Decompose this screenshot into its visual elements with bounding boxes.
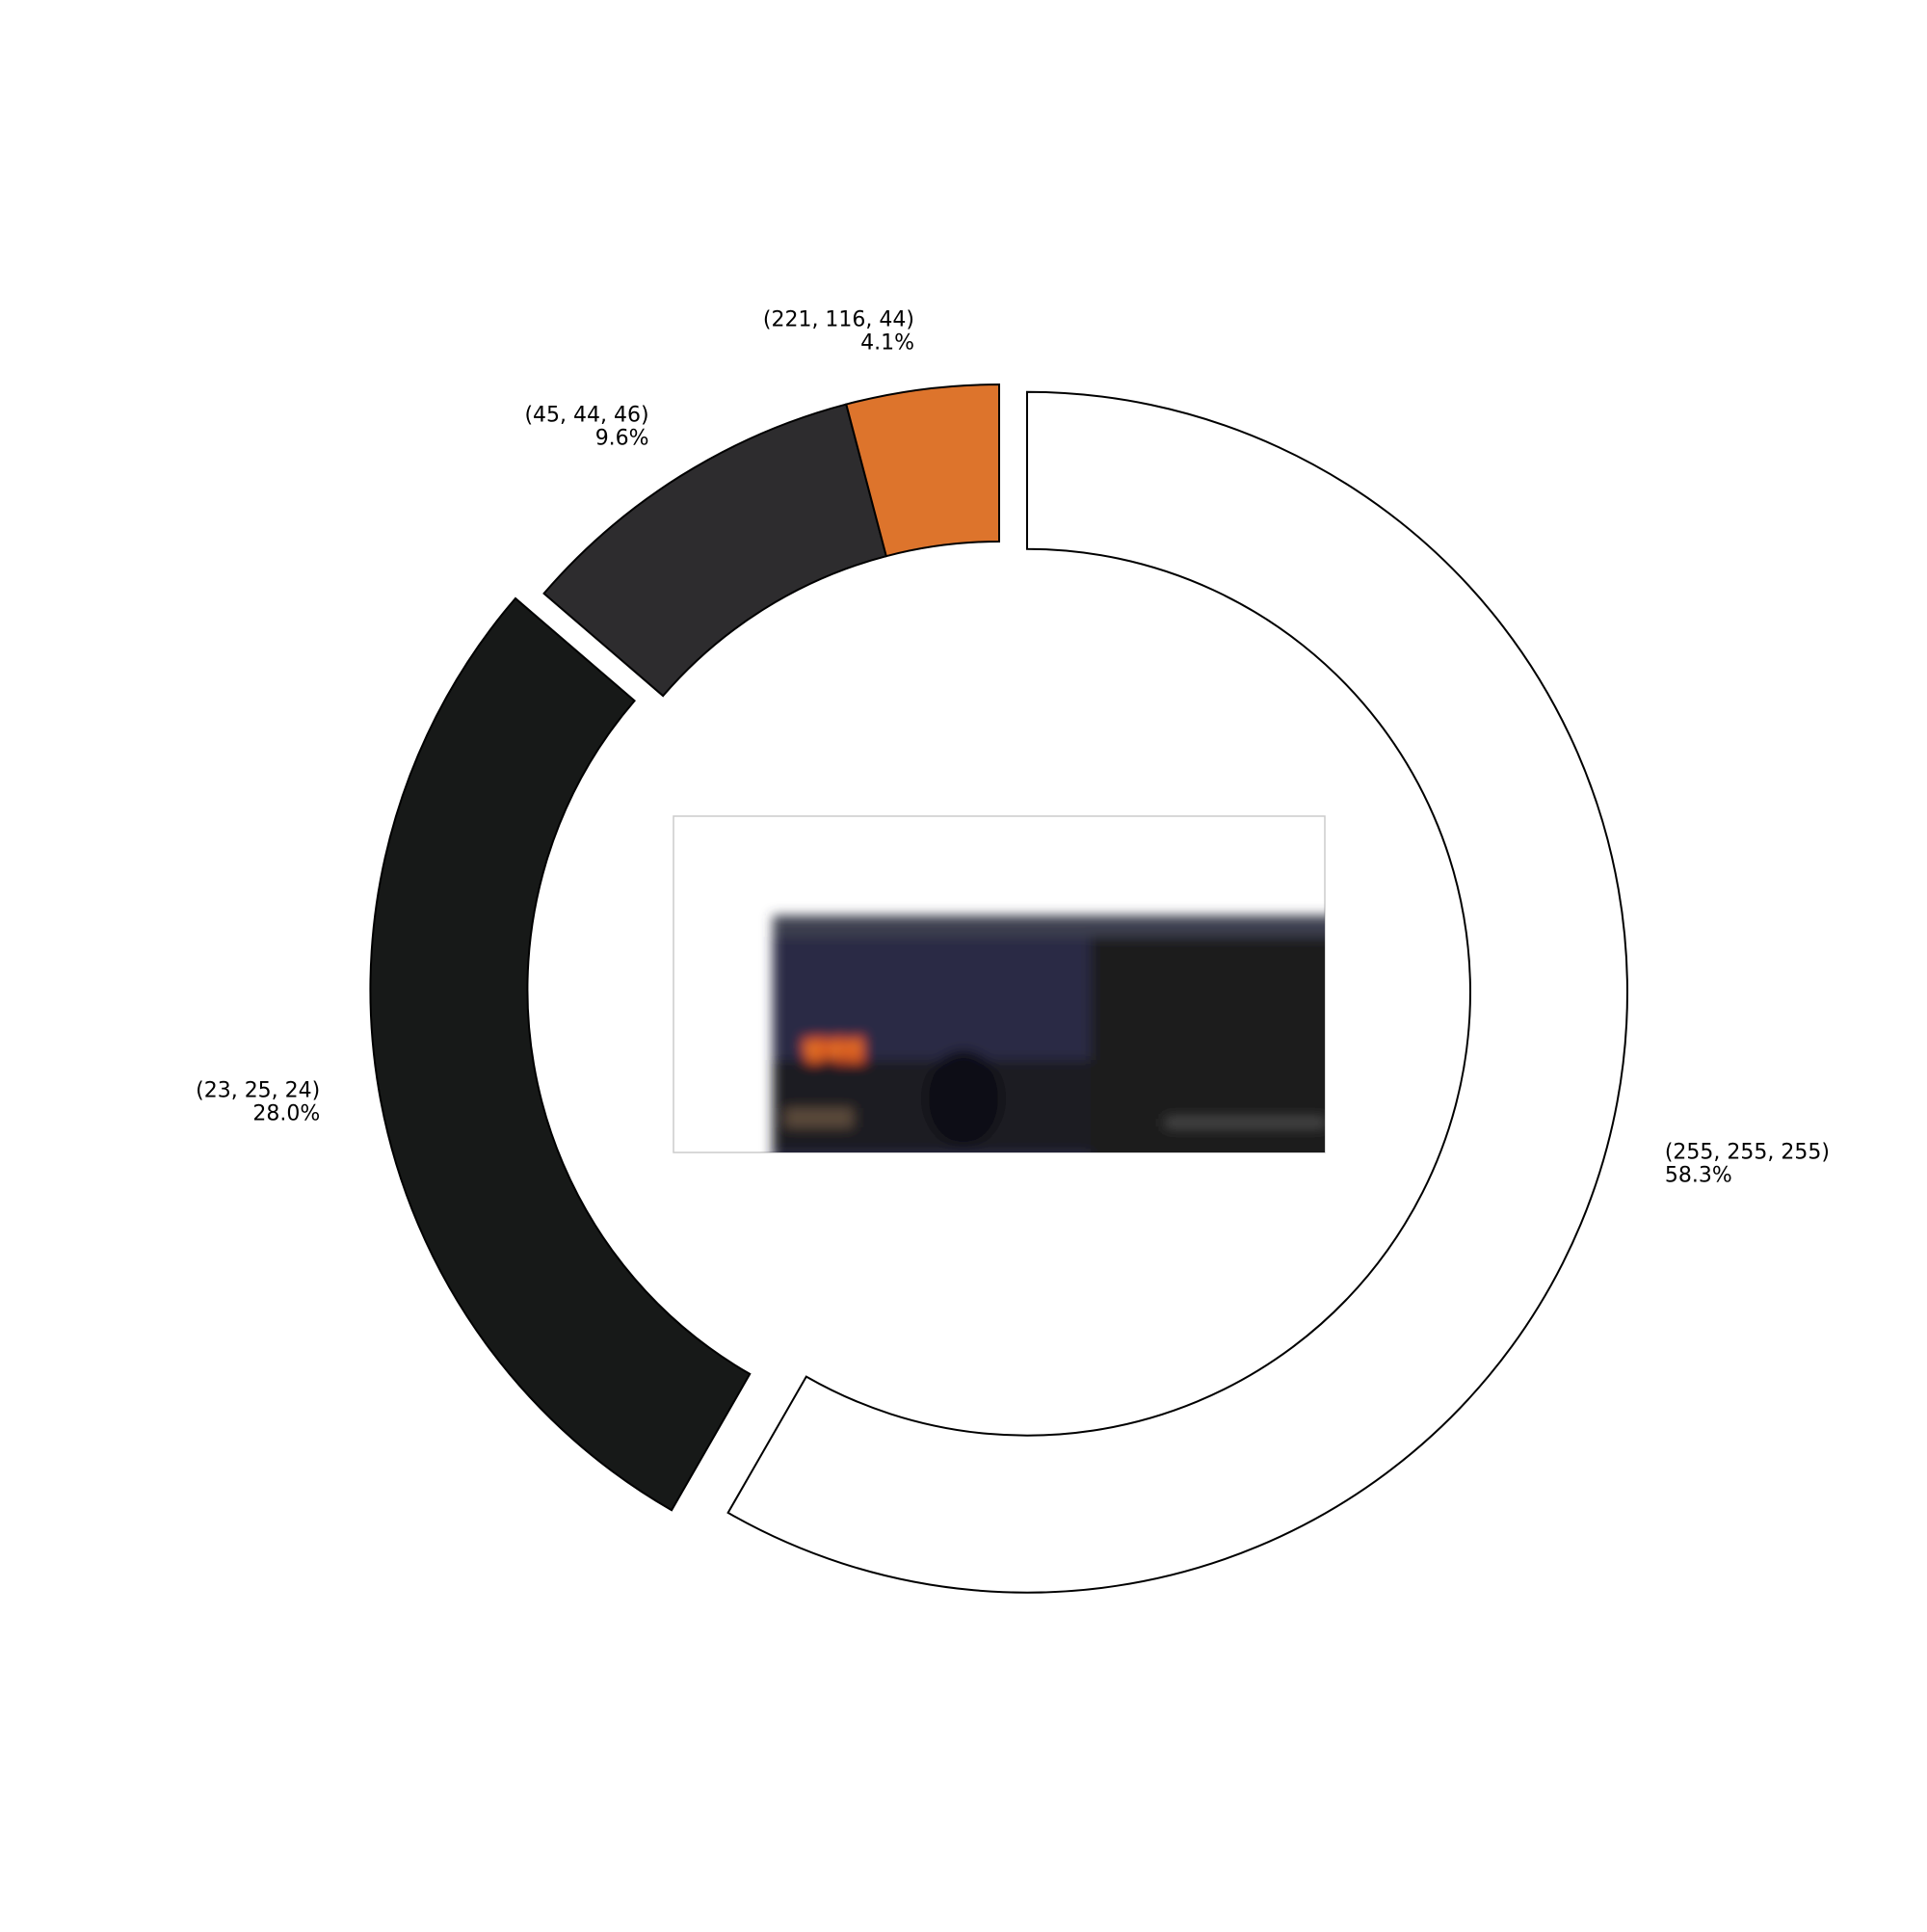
center-thumbnail-image: 방과전 bbox=[673, 815, 1326, 1153]
donut-slice-3 bbox=[845, 383, 1000, 558]
slice-label-1: (23, 25, 24) bbox=[196, 1079, 320, 1103]
slice-percent-2: 9.6% bbox=[595, 426, 649, 450]
slices-layer bbox=[369, 383, 1628, 1594]
slice-percent-0: 58.3% bbox=[1665, 1163, 1732, 1187]
slice-percent-3: 4.1% bbox=[860, 331, 914, 356]
slice-label-0: (255, 255, 255) bbox=[1665, 1140, 1830, 1164]
slice-percent-1: 28.0% bbox=[252, 1102, 320, 1126]
slice-label-2: (45, 44, 46) bbox=[524, 403, 648, 427]
slice-label-3: (221, 116, 44) bbox=[763, 308, 914, 332]
labels-layer: (255, 255, 255)58.3% (23, 25, 24)28.0% (45… bbox=[196, 308, 1830, 1188]
center-image-lettering: 방과전 bbox=[805, 1040, 863, 1064]
donut-slice-0 bbox=[726, 390, 1628, 1594]
donut-slice-1 bbox=[369, 596, 752, 1512]
